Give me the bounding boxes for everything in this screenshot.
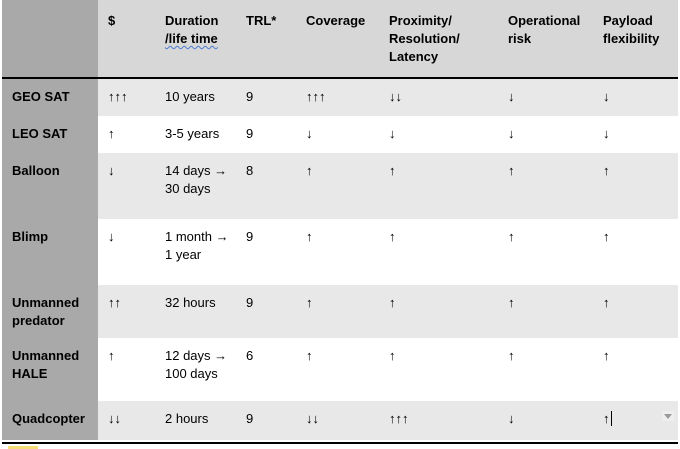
row-name-cell[interactable]: Unmanned predator (2, 285, 98, 338)
table-row: GEO SAT ↑↑↑ 10 years 9 ↑↑↑ ↓↓ ↓ ↓ (2, 78, 678, 116)
row-name-cell[interactable]: LEO SAT (2, 116, 98, 153)
cost-cell[interactable]: ↑ (98, 116, 155, 153)
payload-cell[interactable]: ↓ (593, 116, 678, 153)
header-payload-line1: Payload (603, 13, 653, 28)
duration-cell[interactable]: 14 days → 30 days (155, 153, 236, 219)
cost-cell[interactable]: ↓ (98, 153, 155, 219)
trl-cell[interactable]: 9 (236, 78, 296, 116)
selection-highlight-mark (8, 446, 38, 449)
row-name-line1: Unmanned (12, 295, 80, 310)
header-row: $ Duration /life time TRL* Coverage Prox… (2, 0, 678, 78)
duration-line1: 1 month → (165, 229, 229, 244)
coverage-cell[interactable]: ↑ (296, 153, 379, 219)
proximity-cell[interactable]: ↑ (379, 219, 498, 285)
payload-cell[interactable]: ↑ (593, 153, 678, 219)
trl-cell[interactable]: 9 (236, 219, 296, 285)
risk-cell[interactable]: ↑ (498, 153, 593, 219)
duration-cell[interactable]: 32 hours (155, 285, 236, 338)
payload-cell[interactable]: ↑ (593, 285, 678, 338)
cost-cell[interactable]: ↑ (98, 338, 155, 401)
payload-cell[interactable]: ↑ (593, 338, 678, 401)
header-proximity-line1: Proximity/ (389, 13, 452, 28)
header-cost[interactable]: $ (108, 13, 116, 28)
duration-line2: 100 days (165, 366, 218, 381)
row-name-line2: HALE (12, 366, 48, 381)
coverage-cell[interactable]: ↑↑↑ (296, 78, 379, 116)
table-row: Unmanned HALE ↑ 12 days → 100 days 6 ↑ ↑… (2, 338, 678, 401)
coverage-cell[interactable]: ↓↓ (296, 401, 379, 440)
proximity-cell[interactable]: ↑ (379, 285, 498, 338)
duration-line2: 1 year (165, 247, 202, 262)
duration-cell[interactable]: 1 month → 1 year (155, 219, 236, 285)
trl-cell[interactable]: 9 (236, 116, 296, 153)
duration-cell[interactable]: 2 hours (155, 401, 236, 440)
cost-cell[interactable]: ↑↑ (98, 285, 155, 338)
proximity-cell[interactable]: ↑ (379, 338, 498, 401)
header-operational-risk[interactable]: Operational risk (498, 0, 593, 78)
risk-cell[interactable]: ↓ (498, 78, 593, 116)
coverage-cell[interactable]: ↑ (296, 285, 379, 338)
coverage-cell[interactable]: ↓ (296, 116, 379, 153)
row-name-line2: predator (12, 313, 65, 328)
duration-line1: 14 days → (165, 163, 228, 178)
cost-cell[interactable]: ↑↑↑ (98, 78, 155, 116)
row-name-line1: Unmanned (12, 348, 80, 363)
trl-cell[interactable]: 9 (236, 401, 296, 440)
duration-line2: 30 days (165, 181, 211, 196)
coverage-cell[interactable]: ↑ (296, 219, 379, 285)
row-name-cell[interactable]: Quadcopter (2, 401, 98, 440)
row-name-cell[interactable]: Unmanned HALE (2, 338, 98, 401)
trl-cell[interactable]: 8 (236, 153, 296, 219)
row-name-cell[interactable]: Balloon (2, 153, 98, 219)
proximity-cell[interactable]: ↓↓ (379, 78, 498, 116)
platform-comparison-table: $ Duration /life time TRL* Coverage Prox… (2, 0, 678, 440)
trl-cell[interactable]: 9 (236, 285, 296, 338)
duration-line1: 12 days → (165, 348, 228, 363)
proximity-cell[interactable]: ↑ (379, 153, 498, 219)
payload-cell[interactable]: ↓ (593, 78, 678, 116)
cost-cell[interactable]: ↓ (98, 219, 155, 285)
header-trl[interactable]: TRL* (246, 13, 277, 28)
risk-cell[interactable]: ↑ (498, 219, 593, 285)
risk-cell[interactable]: ↑ (498, 285, 593, 338)
header-operational-line2: risk (508, 31, 532, 46)
table-row: Balloon ↓ 14 days → 30 days 8 ↑ ↑ ↑ ↑ (2, 153, 678, 219)
header-payload-line2: flexibility (603, 31, 660, 46)
table-row: Quadcopter ↓↓ 2 hours 9 ↓↓ ↑↑↑ ↓ ↑ (2, 401, 678, 440)
header-duration-line2: /life time (165, 31, 218, 46)
header-proximity-line2: Resolution/ (389, 31, 460, 46)
row-name-cell[interactable]: Blimp (2, 219, 98, 285)
risk-cell[interactable]: ↑ (498, 338, 593, 401)
payload-cell[interactable]: ↑ (593, 219, 678, 285)
proximity-cell[interactable]: ↑↑↑ (379, 401, 498, 440)
header-duration-line1: Duration (165, 13, 219, 28)
cell-dropdown-icon[interactable] (662, 411, 674, 421)
header-coverage[interactable]: Coverage (306, 13, 366, 28)
text-cursor (610, 411, 612, 426)
cost-cell[interactable]: ↓↓ (98, 401, 155, 440)
header-corner-cell[interactable] (2, 0, 98, 78)
coverage-cell[interactable]: ↑ (296, 338, 379, 401)
row-name-cell[interactable]: GEO SAT (2, 78, 98, 116)
table-row: Blimp ↓ 1 month → 1 year 9 ↑ ↑ ↑ ↑ (2, 219, 678, 285)
header-operational-line1: Operational (508, 13, 581, 28)
header-proximity[interactable]: Proximity/ Resolution/ Latency (379, 0, 498, 78)
header-payload-flexibility[interactable]: Payload flexibility (593, 0, 678, 78)
trl-cell[interactable]: 6 (236, 338, 296, 401)
risk-cell[interactable]: ↓ (498, 401, 593, 440)
duration-cell[interactable]: 12 days → 100 days (155, 338, 236, 401)
duration-cell[interactable]: 3-5 years (155, 116, 236, 153)
risk-cell[interactable]: ↓ (498, 116, 593, 153)
payload-value: ↑ (603, 411, 610, 426)
table-row: LEO SAT ↑ 3-5 years 9 ↓ ↓ ↓ ↓ (2, 116, 678, 153)
header-proximity-line3: Latency (389, 49, 439, 64)
table-row: Unmanned predator ↑↑ 32 hours 9 ↑ ↑ ↑ ↑ (2, 285, 678, 338)
header-duration[interactable]: Duration /life time (155, 0, 236, 78)
proximity-cell[interactable]: ↓ (379, 116, 498, 153)
duration-cell[interactable]: 10 years (155, 78, 236, 116)
